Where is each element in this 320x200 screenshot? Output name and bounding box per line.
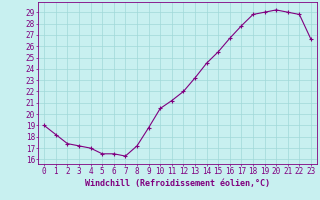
X-axis label: Windchill (Refroidissement éolien,°C): Windchill (Refroidissement éolien,°C): [85, 179, 270, 188]
